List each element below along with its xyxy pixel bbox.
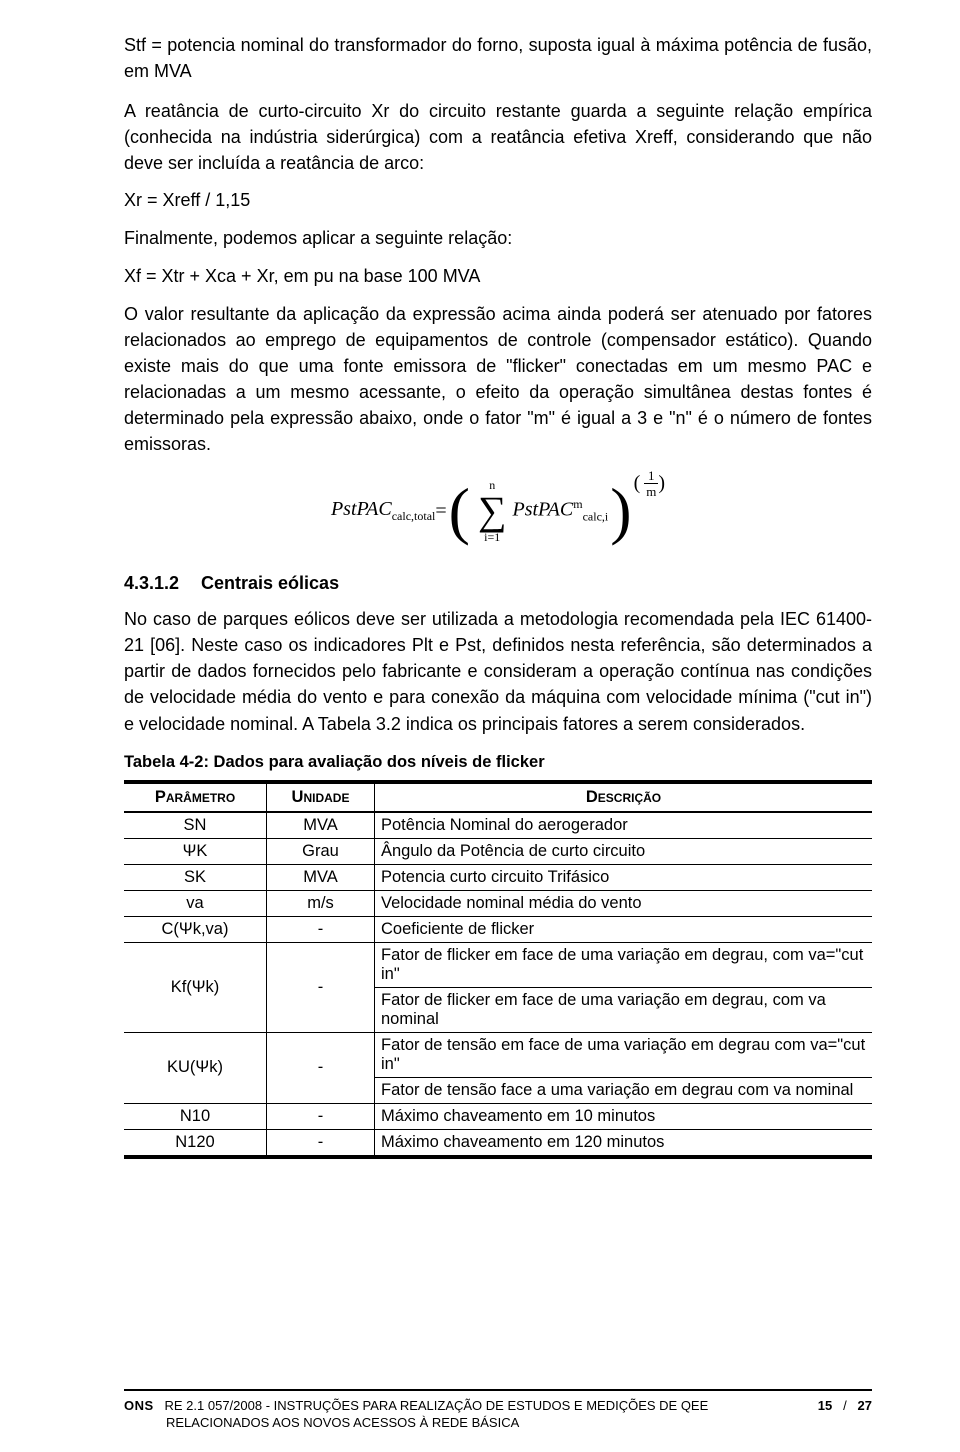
cell-desc: Fator de flicker em face de uma variação…: [375, 942, 873, 987]
page-sep: /: [843, 1398, 847, 1413]
formula-lhs: PstPAC: [331, 498, 392, 520]
cell-unit: Grau: [267, 838, 375, 864]
cell-unit: MVA: [267, 812, 375, 839]
table-flicker: Parâmetro Unidade Descrição SNMVAPotênci…: [124, 780, 872, 1159]
th-param: Parâmetro: [124, 782, 267, 812]
formula-pstpac: PstPACcalc,total = ( n ∑ i=1 PstPACmcalc…: [124, 479, 872, 543]
exp-num: 1: [646, 468, 657, 483]
table-row: KU(Ψk)-Fator de tensão em face de uma va…: [124, 1032, 872, 1077]
cell-unit: -: [267, 1032, 375, 1103]
formula-eq-sign: =: [435, 500, 446, 523]
cell-param: SN: [124, 812, 267, 839]
paragraph-stf: Stf = potencia nominal do transformador …: [124, 32, 872, 84]
cell-desc: Velocidade nominal média do vento: [375, 890, 873, 916]
section-title: Centrais eólicas: [201, 573, 339, 593]
cell-param: ΨK: [124, 838, 267, 864]
formula-lhs-sub: calc,total: [392, 509, 436, 523]
exp-paren-right-icon: ): [658, 472, 665, 495]
formula-rhs-sub: calc,i: [583, 510, 609, 524]
cell-desc: Fator de tensão face a uma variação em d…: [375, 1077, 873, 1103]
cell-unit: -: [267, 1103, 375, 1129]
cell-desc: Fator de flicker em face de uma variação…: [375, 987, 873, 1032]
equation-xr: Xr = Xreff / 1,15: [124, 190, 872, 211]
cell-desc: Ângulo da Potência de curto circuito: [375, 838, 873, 864]
footer-ons: ONS: [124, 1398, 154, 1413]
equation-xf: Xf = Xtr + Xca + Xr, em pu na base 100 M…: [124, 266, 872, 287]
heading-centrais-eolicas: 4.3.1.2 Centrais eólicas: [124, 573, 872, 594]
page-current: 15: [818, 1398, 832, 1413]
paragraph-eolicas: No caso de parques eólicos deve ser util…: [124, 606, 872, 736]
paragraph-flicker: O valor resultante da aplicação da expre…: [124, 301, 872, 458]
footer-code: RE 2.1 057/2008 - INSTRUÇÕES PARA REALIZ…: [165, 1398, 709, 1413]
cell-desc: Potencia curto circuito Trifásico: [375, 864, 873, 890]
cell-param: C(Ψk,va): [124, 916, 267, 942]
cell-param: N120: [124, 1129, 267, 1157]
table-row: Kf(Ψk)-Fator de flicker em face de uma v…: [124, 942, 872, 987]
table-row: vam/sVelocidade nominal média do vento: [124, 890, 872, 916]
cell-desc: Potência Nominal do aerogerador: [375, 812, 873, 839]
cell-desc: Fator de tensão em face de uma variação …: [375, 1032, 873, 1077]
page-footer: ONS RE 2.1 057/2008 - INSTRUÇÕES PARA RE…: [0, 1389, 960, 1432]
cell-param: va: [124, 890, 267, 916]
cell-desc: Coeficiente de flicker: [375, 916, 873, 942]
summation-icon: n ∑ i=1: [478, 479, 507, 543]
cell-param: KU(Ψk): [124, 1032, 267, 1103]
th-unit: Unidade: [267, 782, 375, 812]
paragraph-final: Finalmente, podemos aplicar a seguinte r…: [124, 225, 872, 251]
cell-unit: -: [267, 942, 375, 1032]
cell-unit: -: [267, 916, 375, 942]
table-row: SNMVAPotência Nominal do aerogerador: [124, 812, 872, 839]
paren-left-icon: (: [449, 479, 470, 543]
table-row: ΨKGrauÂngulo da Potência de curto circui…: [124, 838, 872, 864]
cell-param: SK: [124, 864, 267, 890]
table-row: N120-Máximo chaveamento em 120 minutos: [124, 1129, 872, 1157]
footer-page: 15 / 27: [818, 1397, 872, 1415]
paragraph-xr-intro: A reatância de curto-circuito Xr do circ…: [124, 98, 872, 176]
formula-rhs-sup: m: [573, 497, 582, 511]
th-desc: Descrição: [375, 782, 873, 812]
sum-lower: i=1: [484, 531, 500, 543]
cell-unit: m/s: [267, 890, 375, 916]
table-row: N10-Máximo chaveamento em 10 minutos: [124, 1103, 872, 1129]
exp-paren-left-icon: (: [634, 472, 641, 495]
exp-den: m: [644, 484, 658, 499]
cell-param: Kf(Ψk): [124, 942, 267, 1032]
cell-param: N10: [124, 1103, 267, 1129]
table-row: C(Ψk,va)-Coeficiente de flicker: [124, 916, 872, 942]
cell-desc: Máximo chaveamento em 120 minutos: [375, 1129, 873, 1157]
table-row: SKMVAPotencia curto circuito Trifásico: [124, 864, 872, 890]
formula-exponent: 1 m: [644, 468, 658, 499]
footer-line2: RELACIONADOS AOS NOVOS ACESSOS À REDE BÁ…: [166, 1414, 872, 1432]
paren-right-icon: ): [610, 479, 631, 543]
section-number: 4.3.1.2: [124, 573, 196, 594]
cell-unit: -: [267, 1129, 375, 1157]
cell-unit: MVA: [267, 864, 375, 890]
page-total: 27: [858, 1398, 872, 1413]
table-caption: Tabela 4-2: Dados para avaliação dos nív…: [124, 753, 872, 772]
formula-rhs-base: PstPAC: [512, 499, 573, 521]
cell-desc: Máximo chaveamento em 10 minutos: [375, 1103, 873, 1129]
